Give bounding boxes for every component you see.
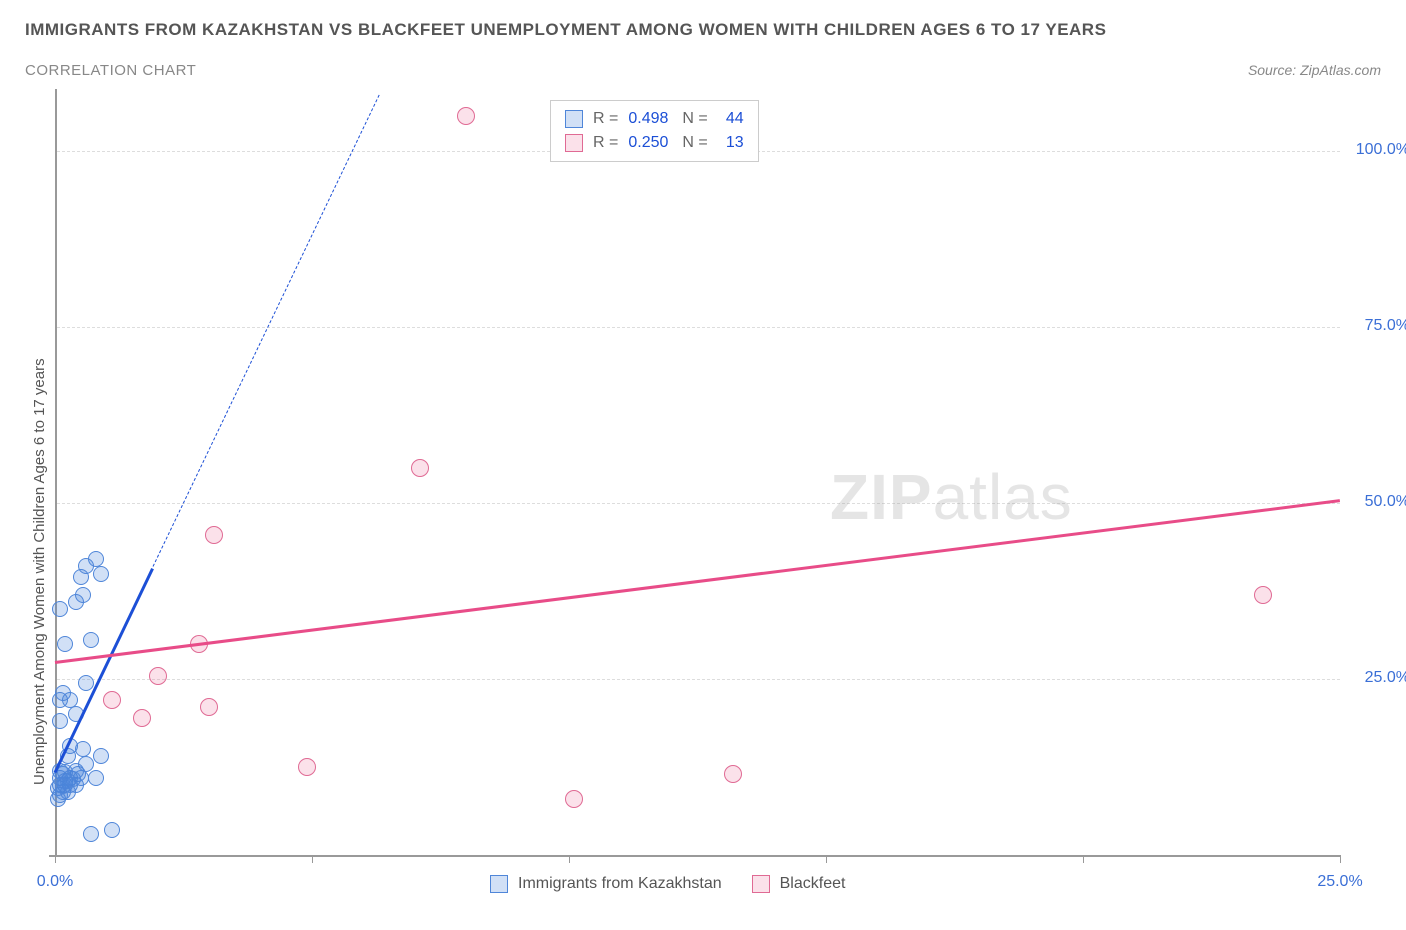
data-point — [55, 685, 71, 701]
stat-r-label: R = — [593, 107, 618, 131]
legend-swatch — [752, 875, 770, 893]
data-point — [52, 601, 68, 617]
data-point — [75, 587, 91, 603]
data-point — [133, 709, 151, 727]
data-point — [565, 790, 583, 808]
legend-swatch — [565, 110, 583, 128]
data-point — [200, 698, 218, 716]
data-point — [457, 107, 475, 125]
data-point — [88, 770, 104, 786]
stat-n-value: 44 — [718, 107, 744, 131]
data-point — [411, 459, 429, 477]
data-point — [1254, 586, 1272, 604]
data-point — [78, 675, 94, 691]
trend-line — [55, 500, 1340, 665]
stats-row: R = 0.250 N = 13 — [565, 131, 744, 155]
x-tick-label: 25.0% — [1317, 873, 1362, 891]
data-point — [103, 691, 121, 709]
legend-item: Immigrants from Kazakhstan — [490, 875, 722, 893]
stat-n-label: N = — [682, 131, 707, 155]
legend-label: Immigrants from Kazakhstan — [518, 875, 722, 893]
stat-r-label: R = — [593, 131, 618, 155]
data-point — [93, 748, 109, 764]
bottom-legend: Immigrants from Kazakhstan Blackfeet — [490, 875, 845, 893]
data-point — [88, 551, 104, 567]
data-point — [205, 526, 223, 544]
y-tick-label: 100.0% — [1356, 141, 1406, 159]
stat-n-value: 13 — [718, 131, 744, 155]
y-axis — [55, 89, 57, 855]
x-axis — [49, 855, 1340, 857]
y-tick-label: 25.0% — [1365, 669, 1406, 687]
data-point — [83, 826, 99, 842]
stats-row: R = 0.498 N = 44 — [565, 107, 744, 131]
legend-swatch — [490, 875, 508, 893]
stats-box: R = 0.498 N = 44 R = 0.250 N = 13 — [550, 100, 759, 162]
x-tick-label: 0.0% — [37, 873, 73, 891]
data-point — [83, 632, 99, 648]
y-axis-label: Unemployment Among Women with Children A… — [31, 358, 48, 785]
plot-area: 25.0%50.0%75.0%100.0%0.0%25.0%Unemployme… — [55, 95, 1340, 855]
legend-swatch — [565, 134, 583, 152]
data-point — [57, 636, 73, 652]
y-tick-label: 75.0% — [1365, 317, 1406, 335]
trend-line — [152, 95, 379, 567]
data-point — [724, 765, 742, 783]
y-tick-label: 50.0% — [1365, 493, 1406, 511]
data-point — [78, 756, 94, 772]
data-point — [149, 667, 167, 685]
stat-n-label: N = — [682, 107, 707, 131]
page-title: IMMIGRANTS FROM KAZAKHSTAN VS BLACKFEET … — [25, 20, 1381, 40]
data-point — [298, 758, 316, 776]
page-subtitle: CORRELATION CHART — [25, 62, 196, 79]
stat-r-value: 0.498 — [628, 107, 672, 131]
source-label: Source: ZipAtlas.com — [1248, 62, 1381, 78]
watermark: ZIPatlas — [830, 460, 1073, 534]
data-point — [93, 566, 109, 582]
legend-item: Blackfeet — [752, 875, 846, 893]
legend-label: Blackfeet — [780, 875, 846, 893]
data-point — [104, 822, 120, 838]
data-point — [52, 713, 68, 729]
stat-r-value: 0.250 — [628, 131, 672, 155]
